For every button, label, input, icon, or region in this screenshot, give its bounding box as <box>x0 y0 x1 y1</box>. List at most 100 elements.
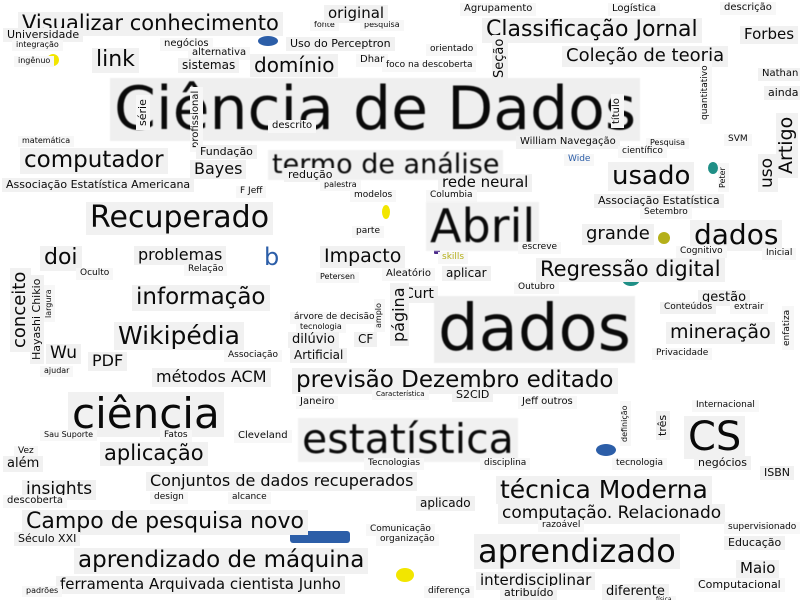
word-padroes: padrões <box>22 586 63 597</box>
word-logistica: Logística <box>608 3 661 16</box>
word-campo: Campo de pesquisa novo <box>22 510 308 535</box>
word-ingenuo: ingênuo <box>14 56 55 67</box>
word-agrupamento: Agrupamento <box>460 3 537 16</box>
word-outubro: Outubro <box>514 282 559 294</box>
word-comunicacao: Comunicação <box>366 524 435 536</box>
word-tecnica: técnica Moderna <box>496 476 712 504</box>
word-hayashi: Hayashi Chikio <box>30 274 44 364</box>
word-pagina: página <box>389 283 409 346</box>
word-conteudos: Conteúdos <box>660 302 717 314</box>
word-uso: uso <box>757 153 778 192</box>
word-alcance: alcance <box>228 492 271 504</box>
yellow-speck <box>382 205 390 219</box>
word-supervisionado: supervisionado <box>724 522 800 534</box>
word-uso-perceptron: Uso do Perceptron <box>286 37 395 51</box>
word-original: original <box>324 5 389 23</box>
word-estatistica: estatística <box>298 418 518 462</box>
word-problemas: problemas <box>134 246 227 265</box>
word-aprendizado: aprendizado <box>474 534 680 569</box>
word-recuperado: Recuperado <box>86 202 274 235</box>
word-associacao-estatistica: Associação Estatística <box>594 194 724 208</box>
word-peter: Peter <box>718 163 729 192</box>
word-fisica: física <box>652 596 676 600</box>
word-fatos: Fatos <box>160 430 192 442</box>
word-arvore: árvore de decisão <box>290 312 379 324</box>
word-janeiro: Janeiro <box>296 396 339 409</box>
word-parte: parte <box>352 226 384 238</box>
word-orientado: orientado <box>426 44 478 56</box>
word-impacto: Impacto <box>320 246 406 268</box>
word-pesquisa2: Pesquisa <box>646 138 690 149</box>
word-enfatiza: enfatiza <box>782 305 794 350</box>
word-dominio: domínio <box>250 54 339 77</box>
word-pdf: PDF <box>88 352 128 371</box>
word-curt: Curt <box>400 286 438 303</box>
word-sistemas: sistemas <box>178 58 240 73</box>
word-negocios: negócios <box>694 456 752 470</box>
word-wu: Wu <box>46 344 81 364</box>
blue-speck <box>258 36 278 46</box>
word-ciencia: ciência <box>68 392 224 437</box>
word-william: William Navegação <box>516 136 620 149</box>
word-educacao: Educação <box>724 536 786 550</box>
olive-speck <box>658 232 670 244</box>
word-associacao-americana: Associação Estatística Americana <box>2 178 195 192</box>
word-profissional: profissional <box>190 86 203 152</box>
word-ainda: ainda <box>764 86 800 100</box>
word-mineracao: mineração <box>666 322 775 344</box>
word-forbes: Forbes <box>740 26 799 44</box>
word-definicao: definição <box>620 401 631 446</box>
word-integracao: integração <box>12 40 63 51</box>
word-diluvio: dilúvio <box>288 332 339 348</box>
word-cognitivo: Cognitivo <box>676 246 727 258</box>
blue-speck <box>596 444 616 456</box>
word-setembro: Setembro <box>640 207 692 219</box>
word-titulo: título <box>611 94 624 128</box>
word-artificial: Artificial <box>290 348 348 363</box>
word-aprendizado-maquina: aprendizado de máquina <box>74 548 369 574</box>
word-alternativa: alternativa <box>188 47 251 60</box>
word-s2cid: S2CID <box>452 388 494 402</box>
word-aplicacao: aplicação <box>100 442 208 466</box>
word-classificacao: Classificação Jornal <box>482 18 702 43</box>
word-reducao: redução <box>284 168 337 182</box>
word-nathan: Nathan <box>758 68 800 81</box>
word-fundacao: Fundação <box>196 145 257 159</box>
word-bayes: Bayes <box>190 160 247 179</box>
word-design: design <box>150 492 188 504</box>
word-ferramenta: ferramenta Arquivada cientista Junho <box>56 576 345 594</box>
word-cientifico: científico <box>618 146 667 158</box>
word-extrair: extrair <box>730 302 768 314</box>
word-largura: largura <box>44 285 55 322</box>
word-artigo: Artigo <box>775 112 798 178</box>
word-internacional: Internacional <box>692 400 759 412</box>
word-dados-xl: dados <box>434 296 635 363</box>
word-jeff-outros: Jeff outros <box>518 396 577 409</box>
word-doi: doi <box>40 246 82 271</box>
word-conjuntos: Conjuntos de dados recuperados <box>146 472 418 491</box>
word-rede-neural: rede neural <box>438 174 533 192</box>
word-relacao: Relação <box>184 264 228 276</box>
word-b: b <box>260 244 284 271</box>
word-isbn: ISBN <box>760 466 795 480</box>
word-cleveland: Cleveland <box>234 430 292 443</box>
word-link: link <box>92 48 139 73</box>
word-caracteristica: Característica <box>372 390 429 400</box>
word-fonte: fonte <box>310 20 339 31</box>
word-sau-suporte: Sau Suporte <box>40 430 98 441</box>
word-grande: grande <box>582 224 654 245</box>
word-conceito: conceito <box>9 267 31 352</box>
word-maio: Maio <box>736 560 780 578</box>
word-columbia: Columbia <box>426 190 477 202</box>
word-dhar: Dhar <box>356 54 389 67</box>
word-palestra: palestra <box>320 180 361 191</box>
word-petersen: Petersen <box>316 272 359 283</box>
word-privacidade: Privacidade <box>652 348 713 360</box>
word-associacao: Associação <box>224 350 282 362</box>
word-aplicar: aplicar <box>442 266 491 281</box>
word-metodos: métodos ACM <box>152 368 271 387</box>
word-foco: foco na descoberta <box>382 60 477 72</box>
word-vez: Vez <box>14 446 38 458</box>
word-seculo: Século XXI <box>14 532 81 546</box>
